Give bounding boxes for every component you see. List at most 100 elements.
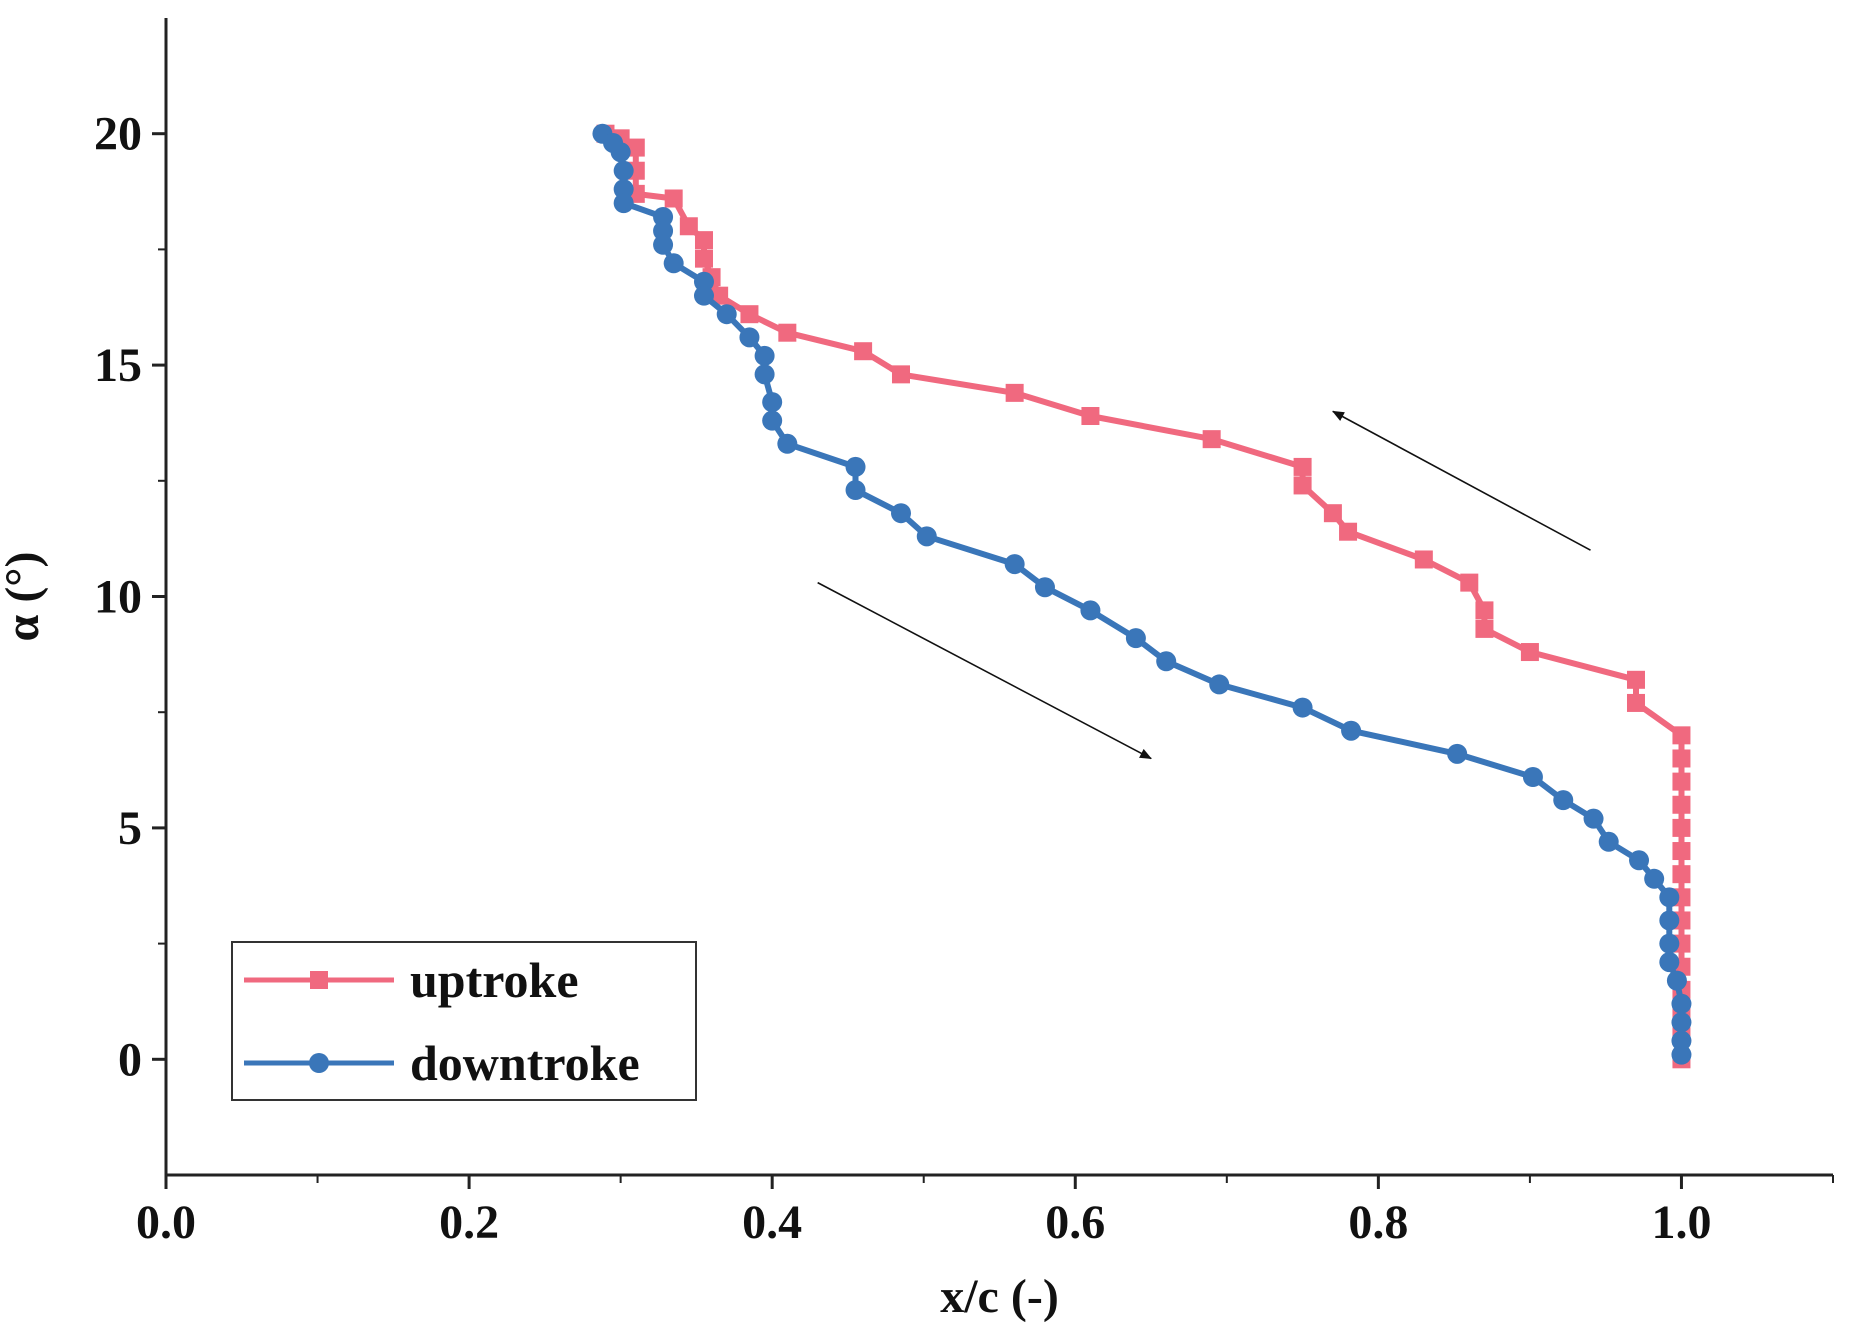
- legend-entry-uptroke: uptroke: [244, 952, 579, 1008]
- data-point: [778, 323, 797, 342]
- series-downtroke: [592, 123, 1692, 1065]
- direction-arrow-up-left: [1332, 410, 1591, 551]
- x-axis-title: x/c (-): [940, 1270, 1059, 1323]
- data-point: [1659, 952, 1680, 973]
- data-point: [1644, 868, 1665, 889]
- data-point: [754, 345, 775, 366]
- data-point: [1583, 808, 1604, 829]
- data-point: [1629, 850, 1650, 871]
- data-point: [1004, 554, 1025, 575]
- data-point: [1202, 430, 1221, 449]
- x-ticks: 0.0 0.2 0.4 0.6 0.8 1.0: [136, 1175, 1834, 1249]
- data-point: [613, 193, 634, 214]
- data-point: [613, 179, 634, 200]
- legend-frame: [231, 941, 697, 1101]
- data-point: [739, 327, 760, 348]
- data-point: [1672, 772, 1691, 791]
- data-point: [1209, 674, 1230, 695]
- data-point: [762, 410, 783, 431]
- data-point: [1293, 457, 1312, 476]
- data-point: [845, 480, 866, 501]
- data-point: [1414, 550, 1433, 569]
- data-point: [854, 342, 873, 361]
- data-point: [716, 304, 737, 325]
- legend-label-downtroke: downtroke: [410, 1035, 640, 1091]
- data-point: [1522, 766, 1543, 787]
- series-line-uptroke: [604, 130, 1685, 1060]
- y-tick-label: 15: [94, 339, 142, 392]
- data-point: [891, 365, 910, 384]
- data-point: [693, 285, 714, 306]
- data-point: [693, 271, 714, 292]
- series-line-downtroke: [600, 131, 1685, 1055]
- data-point: [1447, 743, 1468, 764]
- legend-label-uptroke: uptroke: [410, 952, 579, 1008]
- legend-swatch-marker-downtroke: [309, 1053, 329, 1073]
- annotation-layer: [817, 410, 1591, 760]
- x-tick-label: 0.2: [439, 1196, 499, 1249]
- data-point: [664, 189, 683, 208]
- y-ticks: 0 5 10 15 20: [94, 108, 166, 1086]
- y-tick-label: 10: [94, 571, 142, 624]
- data-point: [1672, 726, 1691, 745]
- data-point: [1460, 573, 1479, 592]
- x-tick-label: 0.6: [1045, 1196, 1105, 1249]
- data-point: [653, 234, 674, 255]
- data-point: [1672, 865, 1691, 884]
- data-point: [1475, 619, 1494, 638]
- data-point: [663, 253, 684, 274]
- data-point: [754, 364, 775, 385]
- data-point: [1125, 628, 1146, 649]
- direction-arrow-down-right: [817, 581, 1152, 760]
- legend-entry-downtroke: downtroke: [244, 1035, 640, 1091]
- data-point: [1672, 818, 1691, 837]
- data-point: [1666, 970, 1687, 991]
- data-point: [694, 249, 713, 268]
- series-uptroke: [596, 124, 1691, 1069]
- y-tick-label: 0: [118, 1033, 142, 1086]
- x-tick-label: 1.0: [1651, 1196, 1711, 1249]
- data-point: [653, 207, 674, 228]
- data-point: [777, 433, 798, 454]
- data-point: [1672, 795, 1691, 814]
- data-point: [762, 392, 783, 413]
- data-point: [613, 160, 634, 181]
- data-point: [1553, 790, 1574, 811]
- data-point: [1626, 693, 1645, 712]
- x-tick-label: 0.0: [136, 1196, 196, 1249]
- x-tick-label: 0.8: [1348, 1196, 1408, 1249]
- data-point: [710, 286, 729, 305]
- data-point: [1292, 697, 1313, 718]
- data-point: [653, 220, 674, 241]
- data-point: [1598, 831, 1619, 852]
- data-point: [740, 305, 759, 324]
- data-point: [1671, 1012, 1692, 1033]
- data-point: [610, 142, 631, 163]
- data-point: [1475, 601, 1494, 620]
- x-tick-label: 0.4: [742, 1196, 802, 1249]
- data-point: [1080, 600, 1101, 621]
- series-layer: [592, 123, 1692, 1069]
- data-point: [916, 526, 937, 547]
- data-point: [1323, 504, 1342, 523]
- data-point: [1081, 407, 1100, 426]
- legend: uptroke downtroke: [231, 941, 697, 1101]
- data-point: [1034, 577, 1055, 598]
- data-point: [1005, 383, 1024, 402]
- data-point: [1659, 887, 1680, 908]
- data-point: [1659, 933, 1680, 954]
- legend-swatch-marker-uptroke: [310, 971, 328, 989]
- data-point: [890, 503, 911, 524]
- data-point: [845, 456, 866, 477]
- data-point: [1339, 522, 1358, 541]
- data-point: [1520, 643, 1539, 662]
- data-point: [626, 138, 645, 157]
- data-point: [1156, 651, 1177, 672]
- data-point: [1626, 670, 1645, 689]
- data-point: [1672, 842, 1691, 861]
- data-point: [1659, 910, 1680, 931]
- data-point: [1293, 476, 1312, 495]
- data-point: [679, 217, 698, 236]
- data-point: [1671, 993, 1692, 1014]
